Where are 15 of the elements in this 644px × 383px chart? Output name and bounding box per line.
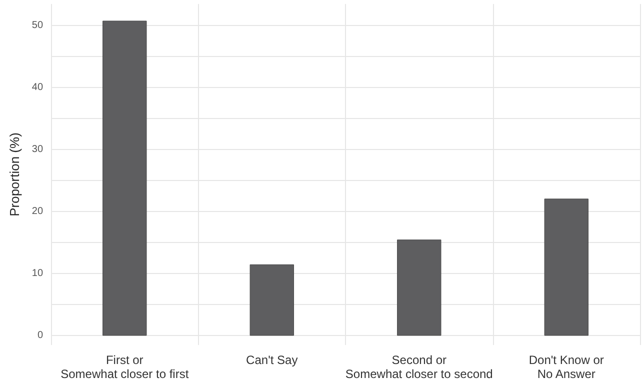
y-tick-label: 20 <box>32 206 44 218</box>
x-tick-label: Can't Say <box>246 353 298 367</box>
y-axis-title: Proportion (%) <box>7 132 22 216</box>
x-tick-label: Second or Somewhat closer to second <box>345 353 493 381</box>
bar <box>250 264 294 336</box>
x-tick-label: Don't Know or No Answer <box>528 353 604 381</box>
y-tick-label: 30 <box>32 144 44 156</box>
bar <box>102 20 147 336</box>
y-tick-label: 50 <box>32 20 44 32</box>
y-tick-label: 10 <box>32 268 44 280</box>
x-tick-label: First or Somewhat closer to first <box>60 353 190 381</box>
bar <box>544 198 588 336</box>
y-tick-label: 0 <box>37 330 44 342</box>
y-tick-label: 40 <box>32 82 44 94</box>
bar <box>397 240 442 336</box>
